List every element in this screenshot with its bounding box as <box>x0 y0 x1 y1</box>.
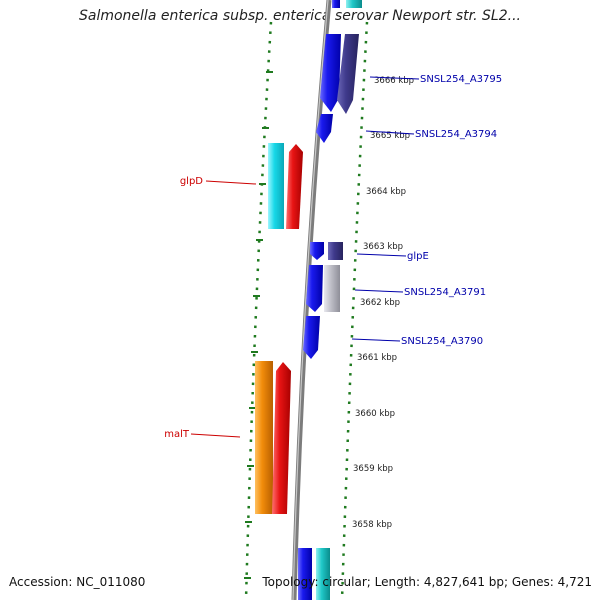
map-title: Salmonella enterica subsp. enterica sero… <box>79 8 521 24</box>
gene-label-snsl254-a3791: SNSL254_A3791 <box>404 287 486 298</box>
gene-malt-red <box>272 362 291 514</box>
tick-label-3659: 3659 kbp <box>353 464 393 474</box>
gene-snsl254-a3791-grey <box>324 265 340 312</box>
tick-label-3662: 3662 kbp <box>360 298 400 308</box>
gene-snsl254-a3795-blue <box>320 34 341 112</box>
gene-label-snsl254-a3794: SNSL254_A3794 <box>415 129 497 140</box>
tick-label-3661: 3661 kbp <box>357 353 397 363</box>
gene-top-cyan-partial <box>346 0 362 8</box>
tick-label-3660: 3660 kbp <box>355 409 395 419</box>
gene-snsl254-a3794 <box>316 114 333 143</box>
label-leader-lines <box>190 76 420 438</box>
tick-label-3664: 3664 kbp <box>366 187 406 197</box>
tick-label-3663: 3663 kbp <box>363 242 403 252</box>
tick-label-3658: 3658 kbp <box>352 520 392 530</box>
gene-glpe-blue <box>310 242 324 260</box>
gene-label-glpe: glpE <box>407 251 429 262</box>
left-track-ticks <box>244 71 273 579</box>
gene-bottom-blue-partial <box>298 548 312 600</box>
gene-label-snsl254-a3795: SNSL254_A3795 <box>420 74 502 85</box>
gene-label-snsl254-a3790: SNSL254_A3790 <box>401 336 483 347</box>
gene-label-malt: malT <box>164 429 190 440</box>
gene-malt-orange <box>255 361 273 514</box>
accession-text: Accession: NC_011080 <box>9 575 146 589</box>
tick-label-3666: 3666 kbp <box>374 76 414 86</box>
gene-glpe-purple <box>328 242 343 260</box>
gene-top-blue-partial <box>332 0 340 8</box>
outer-right-dotted-track <box>340 21 369 600</box>
genome-backbone-highlight <box>292 0 329 600</box>
outer-left-dotted-track <box>244 21 273 600</box>
gene-snsl254-a3790 <box>303 316 320 359</box>
gene-bottom-teal-partial <box>316 548 330 600</box>
gene-snsl254-a3795-purple <box>337 34 359 114</box>
gene-glpd-red <box>286 144 303 229</box>
gene-glpd-cyan <box>268 143 284 229</box>
gene-label-glpd: glpD <box>180 176 203 187</box>
tick-label-3665: 3665 kbp <box>370 131 410 141</box>
gene-snsl254-a3791-blue <box>306 265 323 312</box>
topology-text: Topology: circular; Length: 4,827,641 bp… <box>262 575 592 589</box>
